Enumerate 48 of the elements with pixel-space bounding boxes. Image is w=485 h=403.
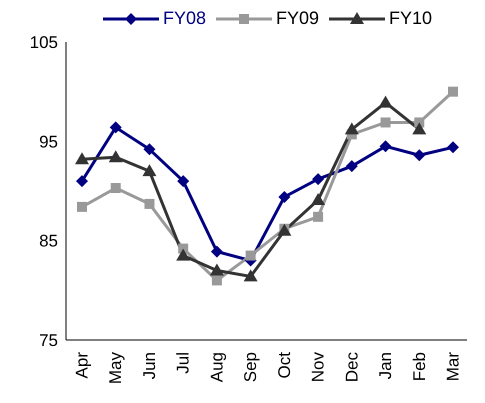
point (212, 275, 222, 286)
point (76, 175, 88, 188)
x-tick-label: Jan (376, 352, 396, 380)
point (210, 263, 224, 276)
point (75, 152, 89, 164)
x-tick-label: Feb (410, 352, 429, 382)
legend-label: FY10 (389, 8, 432, 29)
point (344, 122, 359, 134)
point (278, 190, 290, 203)
point (311, 192, 326, 205)
point (378, 96, 393, 108)
point (77, 202, 87, 212)
point (110, 183, 121, 194)
x-tick-label: Apr (72, 352, 92, 378)
point (380, 117, 391, 128)
x-tick-label: Jul (174, 352, 193, 374)
x-tick-label: May (106, 352, 126, 384)
x-tick-label: Nov (308, 352, 328, 382)
y-tick-label: 85 (39, 232, 58, 251)
x-tick-label: Oct (274, 352, 294, 378)
x-tick-label: Sep (241, 352, 260, 382)
x-tick-label: Dec (342, 352, 362, 382)
point (380, 140, 392, 152)
point (313, 212, 324, 222)
point (244, 269, 258, 282)
legend-label: FY08 (162, 8, 206, 29)
point (143, 143, 156, 156)
point (108, 150, 123, 162)
y-tick-label: 105 (30, 33, 58, 52)
y-tick-label: 75 (39, 331, 58, 350)
point (448, 86, 458, 97)
x-tick-label: Aug (207, 352, 226, 382)
point (246, 250, 256, 261)
point (412, 122, 426, 134)
point (144, 198, 154, 209)
point (176, 248, 190, 261)
point (110, 121, 122, 134)
point (177, 175, 190, 188)
point (346, 160, 358, 172)
point (210, 246, 223, 258)
x-tick-label: Jun (140, 352, 159, 380)
point (447, 141, 459, 154)
legend-label: FY09 (276, 8, 320, 29)
y-tick-label: 95 (39, 132, 58, 152)
point (142, 164, 156, 176)
x-tick-label: Mar (444, 352, 462, 382)
point (312, 173, 324, 186)
point (413, 149, 426, 162)
